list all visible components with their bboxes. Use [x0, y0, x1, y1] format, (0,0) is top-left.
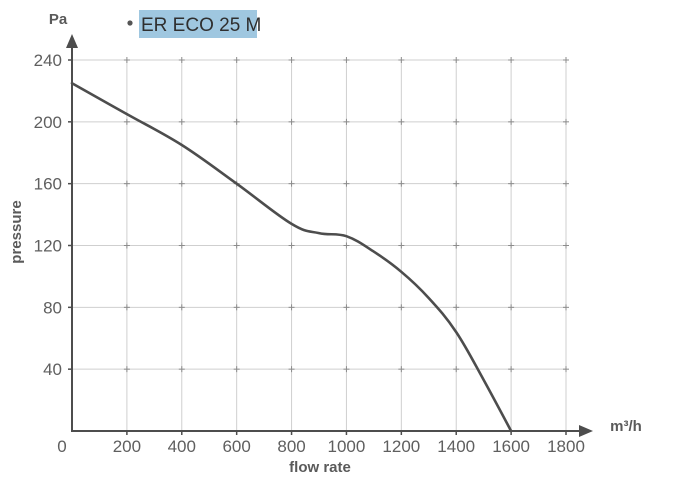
x-tick-label: 600 [222, 437, 250, 456]
x-unit-label: m³/h [610, 418, 642, 435]
grid [72, 57, 569, 431]
x-tick-label: 1200 [382, 437, 420, 456]
series-layer [70, 81, 513, 433]
x-tick-label: 1800 [547, 437, 585, 456]
x-axis-title: flow rate [289, 459, 351, 476]
x-tick-label: 1400 [437, 437, 475, 456]
y-unit-label: Pa [49, 11, 68, 28]
legend: ER ECO 25 M [127, 10, 261, 38]
y-tick-label: 200 [34, 113, 62, 132]
y-tick-label: 240 [34, 51, 62, 70]
x-tick-label: 400 [168, 437, 196, 456]
y-axis-title: pressure [8, 200, 25, 263]
y-tick-label: 120 [34, 237, 62, 256]
tick-labels: 0 200 400 600 800 1000 1200 1400 1600 1800 40 80 120… [34, 51, 585, 456]
x-tick-label: 200 [113, 437, 141, 456]
x-tick-label: 1600 [492, 437, 530, 456]
y-tick-label: 40 [43, 360, 62, 379]
axes [66, 34, 593, 437]
y-axis-arrow [66, 34, 78, 48]
y-tick-label: 160 [34, 175, 62, 194]
series-line [70, 81, 513, 433]
x-tick-label: 0 [57, 437, 66, 456]
x-tick-label: 1000 [328, 437, 366, 456]
legend-bullet [127, 20, 133, 26]
x-tick-label: 800 [277, 437, 305, 456]
y-tick-label: 80 [43, 298, 62, 317]
legend-highlight [139, 10, 257, 38]
legend-series-label: ER ECO 25 M [141, 15, 261, 36]
x-axis-arrow [579, 425, 593, 437]
